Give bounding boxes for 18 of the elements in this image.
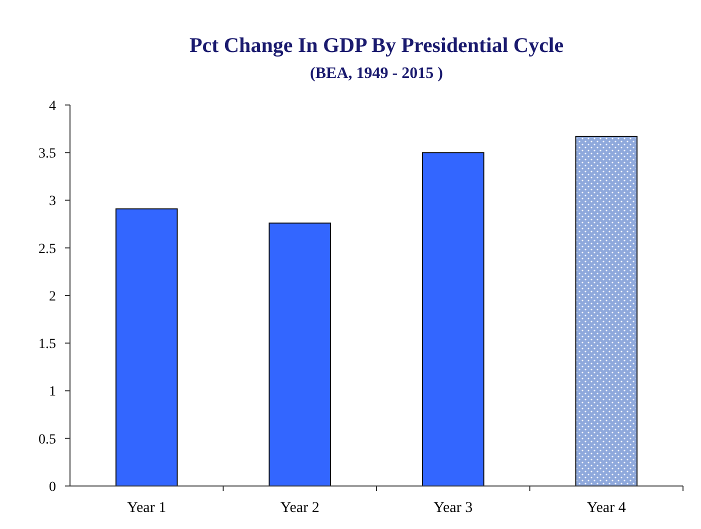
y-tick-label: 3.5 [38,146,56,162]
y-tick-label: 1.5 [38,337,56,352]
chart-title: Pct Change In GDP By Presidential Cycle [189,33,564,57]
x-tick-label: Year 4 [586,500,626,516]
bar [115,208,178,486]
x-tick-label: Year 1 [127,500,166,516]
x-tick-label: Year 2 [280,500,320,516]
y-tick-label: 2.5 [38,242,56,257]
y-tick-label: 3 [49,194,56,210]
y-tick-label: 4 [49,98,56,114]
y-tick-label: 1 [49,384,56,400]
x-tick-label: Year 3 [434,500,473,516]
y-tick-label: 2 [49,289,56,304]
y-tick-label: 0 [49,480,56,495]
bar [422,152,484,486]
chart-subtitle: (BEA, 1949 - 2015 ) [310,65,443,82]
y-tick-label: 0.5 [38,432,56,448]
bar [268,222,332,486]
